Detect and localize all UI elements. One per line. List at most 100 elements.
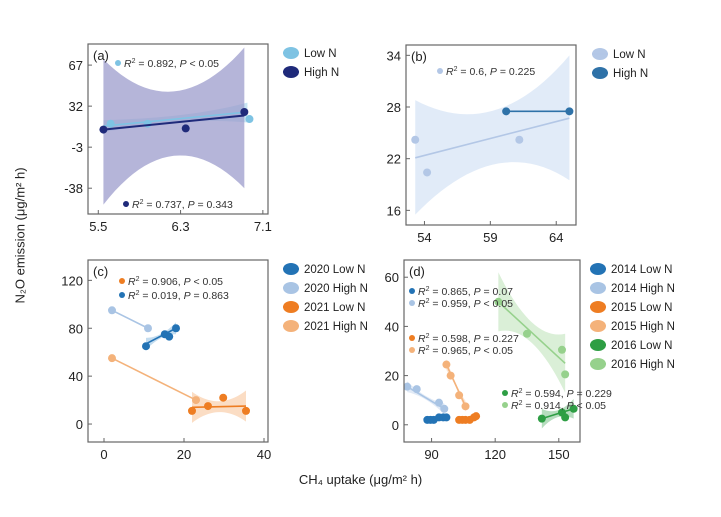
fit-line	[103, 114, 245, 131]
x-tick-label: 5.5	[89, 219, 107, 234]
data-point	[472, 412, 481, 421]
legend-item: High N	[592, 67, 648, 80]
data-point	[446, 371, 455, 380]
data-point	[240, 108, 249, 116]
annotation-marker	[123, 201, 129, 207]
plot-area	[99, 47, 254, 205]
x-tick-label: 20	[177, 447, 191, 462]
fit-line	[497, 301, 566, 364]
annotation-marker	[409, 288, 415, 294]
data-point	[412, 385, 421, 394]
legend-label: 2016 Low N	[611, 340, 672, 352]
y-tick-label: -3	[71, 140, 83, 155]
fit-line	[191, 405, 247, 409]
data-point	[569, 404, 578, 413]
legend-item: 2015 Low N	[590, 301, 672, 314]
x-axis-label: CH₄ uptake (μg/m² h)	[298, 472, 423, 487]
regression-annotation: R2 = 0.594, P = 0.229	[511, 388, 612, 400]
regression-annotation: R2 = 0.865, P = 0.07	[418, 286, 513, 298]
y-tick-label: 16	[387, 203, 401, 218]
legend-item: 2016 Low N	[590, 339, 672, 352]
legend-label: High N	[304, 67, 339, 79]
data-point	[461, 402, 470, 411]
panel-label: (d)	[409, 264, 425, 279]
fit-line	[445, 364, 467, 407]
panel-b: 54 59 64 34 28 22 16 (b) R2 = 0.6, P = 0.225 Low …	[387, 44, 648, 245]
data-point	[502, 107, 511, 116]
legend-item: High N	[283, 66, 339, 79]
plot-frame	[87, 43, 269, 215]
plot-frame	[403, 259, 581, 443]
legend-label: Low N	[613, 49, 646, 61]
legend-item: 2020 High N	[283, 282, 368, 295]
regression-annotation: R2 = 0.965, P < 0.05	[418, 345, 513, 357]
annotation-marker	[409, 300, 415, 306]
fit-line	[111, 309, 149, 329]
legend-item: 2021 Low N	[283, 301, 365, 314]
plot-frame	[405, 44, 577, 226]
legend-item: 2021 High N	[283, 320, 368, 333]
y-tick-label: 120	[61, 273, 83, 288]
series-marks-high-n	[502, 107, 574, 116]
legend-item: 2014 Low N	[590, 263, 672, 276]
confidence-band	[415, 55, 570, 215]
panel-label: (c)	[93, 264, 108, 279]
x-tick-label: 0	[100, 447, 107, 462]
fit-line	[111, 357, 197, 401]
annotation-marker	[502, 402, 508, 408]
legend-item: 2020 Low N	[283, 263, 365, 276]
legend-label: 2015 High N	[611, 321, 675, 333]
series-marks-low-n	[411, 117, 570, 177]
panel-a: 5.5 6.3 7.1 67 32 -3 -38 (a) R2 = 0.892, P < 0.0…	[64, 43, 339, 234]
legend-label: 2014 High N	[611, 283, 675, 295]
y-tick-label: 40	[69, 369, 83, 384]
legend-label: High N	[613, 68, 648, 80]
series-marks-2021-high-n	[108, 354, 200, 405]
data-point	[144, 324, 152, 333]
y-tick-label: 34	[387, 48, 401, 63]
data-point	[423, 168, 432, 177]
data-point	[565, 107, 574, 116]
x-tick-label: 59	[483, 230, 497, 245]
x-tick-label: 150	[548, 447, 570, 462]
y-tick-label: 40	[385, 319, 399, 334]
data-point	[242, 406, 250, 415]
fit-line	[415, 117, 570, 159]
series-low-n	[415, 55, 570, 215]
legend-label: Low N	[304, 48, 337, 60]
panel-c: 0 20 40 0 40 80 120 (c) R2 = 0.906, P < 0.05 R2 =…	[61, 259, 368, 462]
data-point	[108, 306, 116, 315]
annotation-marker	[115, 60, 121, 66]
x-tick-label: 54	[417, 230, 431, 245]
annotation-marker	[502, 390, 508, 396]
series-marks-2020-low-n	[142, 324, 180, 351]
legend-item: 2015 High N	[590, 320, 675, 333]
x-tick-label: 64	[549, 230, 563, 245]
x-tick-label: 40	[257, 447, 271, 462]
data-point	[143, 119, 152, 128]
data-point	[494, 297, 503, 306]
regression-annotation: R2 = 0.737, P = 0.343	[132, 199, 233, 211]
x-tick-label: 90	[424, 447, 438, 462]
legend-label: 2020 Low N	[304, 264, 365, 276]
data-point	[442, 360, 451, 369]
series-marks-2016-low-n	[537, 404, 578, 423]
data-point	[142, 342, 150, 351]
fit-line	[103, 111, 248, 127]
regression-annotation: R2 = 0.019, P = 0.863	[128, 290, 229, 302]
y-tick-label: 28	[387, 100, 401, 115]
data-point	[108, 354, 116, 363]
annotation-marker	[437, 68, 443, 74]
legend-label: 2021 Low N	[304, 302, 365, 314]
legend-label: 2015 Low N	[611, 302, 672, 314]
series-marks-2021-low-n	[188, 393, 250, 415]
legend-item: 2016 High N	[590, 358, 675, 371]
series-high-n	[103, 47, 245, 205]
annotation-marker	[119, 292, 125, 298]
data-point	[411, 135, 420, 144]
panel-label: (a)	[93, 48, 109, 63]
regression-annotation: R2 = 0.598, P = 0.227	[418, 333, 519, 345]
data-point	[172, 324, 180, 333]
y-tick-label: 60	[385, 270, 399, 285]
